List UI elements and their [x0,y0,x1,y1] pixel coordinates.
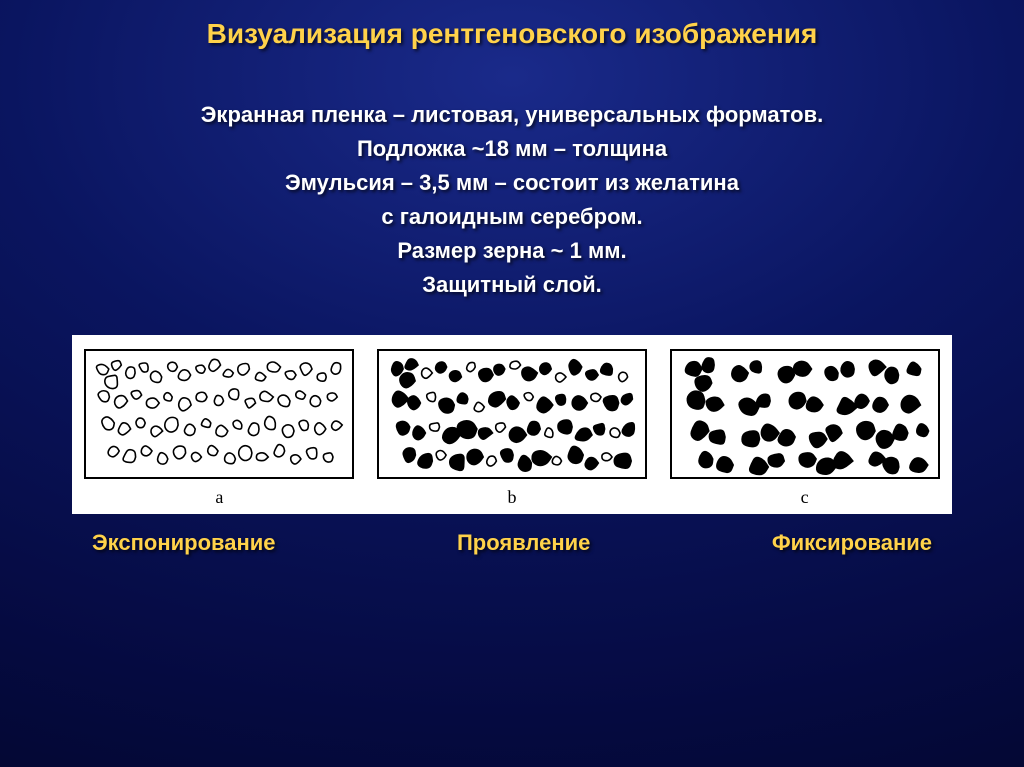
body-line: с галоидным серебром. [201,200,823,234]
caption-row: Экспонирование Проявление Фиксирование [72,530,952,556]
slide-title: Визуализация рентгеновского изображения [207,18,818,50]
caption-development: Проявление [457,530,590,556]
body-text-block: Экранная пленка – листовая, универсальны… [201,98,823,303]
slide: Визуализация рентгеновского изображения … [0,0,1024,767]
panel-a: a [82,349,357,508]
body-line: Подложка ~18 мм – толщина [201,132,823,166]
panel-letter: c [801,487,809,508]
body-line: Защитный слой. [201,268,823,302]
grain-diagram-b [377,349,647,479]
body-line: Размер зерна ~ 1 мм. [201,234,823,268]
caption-fixing: Фиксирование [772,530,932,556]
panel-letter: b [508,487,517,508]
grain-diagram-a [84,349,354,479]
panels-container: a b c [82,349,942,508]
panel-c: c [667,349,942,508]
grain-diagram-c [670,349,940,479]
figure-row: a b c [72,335,952,514]
body-line: Эмульсия – 3,5 мм – состоит из желатина [201,166,823,200]
caption-exposure: Экспонирование [92,530,276,556]
panel-letter: a [215,487,223,508]
panel-b: b [375,349,650,508]
body-line: Экранная пленка – листовая, универсальны… [201,98,823,132]
